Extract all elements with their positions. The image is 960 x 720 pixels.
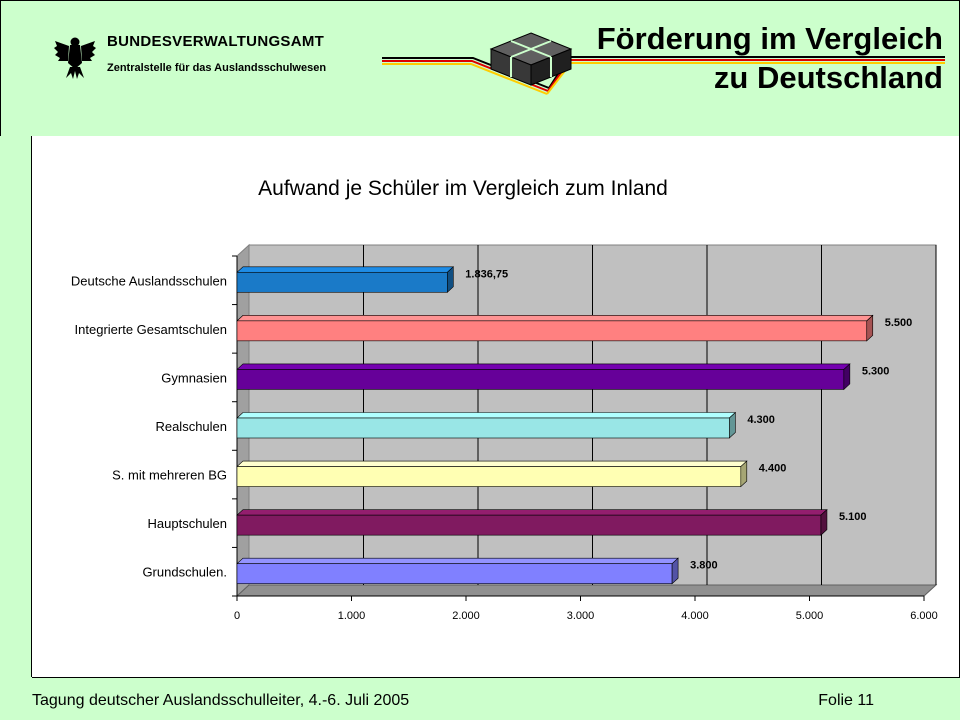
chart-panel: Aufwand je Schüler im Vergleich zum Inla…	[32, 136, 960, 678]
slide-title: Förderung im Vergleich zu Deutschland	[597, 19, 943, 97]
bar-end-face	[729, 411, 736, 439]
plot-floor	[235, 584, 938, 597]
value-label: 5.300	[862, 365, 890, 377]
bar-top-face	[236, 315, 874, 322]
bar-end-face	[866, 314, 874, 342]
category-label: Deutsche Auslandsschulen	[71, 273, 227, 288]
bar	[236, 320, 868, 342]
agency-subtitle: Zentralstelle für das Auslandsschulwesen	[107, 62, 327, 74]
x-tick-label: 4.000	[681, 610, 709, 622]
bar-top-face	[236, 412, 737, 419]
bar-top-face	[236, 460, 748, 467]
category-label: Realschulen	[155, 419, 227, 434]
chart-title: Aufwand je Schüler im Vergleich zum Inla…	[258, 177, 668, 200]
bar	[236, 271, 448, 293]
x-tick-label: 1.000	[338, 610, 366, 622]
bar	[236, 369, 845, 390]
bar-end-face	[671, 557, 679, 585]
x-tick-label: 6.000	[910, 610, 938, 622]
x-tick-label: 5.000	[796, 610, 824, 622]
slide-footer: Tagung deutscher Auslandsschulleiter, 4.…	[0, 678, 960, 720]
bar	[236, 417, 730, 439]
footer-slide-number: Folie 11	[818, 692, 874, 709]
value-label: 5.500	[885, 317, 913, 329]
value-label: 1.836,75	[465, 268, 508, 280]
slide-header: BUNDESVERWALTUNGSAMT Zentralstelle für d…	[0, 0, 960, 137]
bar-chart: Aufwand je Schüler im Vergleich zum Inla…	[71, 177, 938, 622]
footer-event: Tagung deutscher Auslandsschulleiter, 4.…	[32, 692, 410, 709]
bar-end-face	[447, 266, 454, 293]
value-label: 4.400	[759, 463, 787, 475]
category-label: Grundschulen.	[142, 565, 227, 580]
bar-end-face	[843, 363, 851, 391]
bar	[236, 563, 673, 585]
federal-eagle-icon	[54, 37, 96, 79]
category-label: Gymnasien	[161, 370, 227, 385]
bar	[236, 514, 822, 536]
value-label: 4.300	[747, 414, 775, 426]
x-tick-label: 0	[234, 610, 240, 622]
bar-top-face	[236, 509, 828, 516]
bar-top-face	[236, 363, 851, 370]
bar	[236, 466, 742, 487]
category-label: Integrierte Gesamtschulen	[75, 322, 227, 337]
slide-title-line2: zu Deutschland	[713, 60, 943, 95]
x-tick-label: 3.000	[567, 610, 595, 622]
bar-top-face	[236, 266, 455, 273]
cube-logo-icon	[489, 32, 573, 86]
bar-top-face	[236, 557, 679, 565]
left-margin-strip	[0, 136, 32, 677]
bar-end-face	[740, 460, 748, 488]
slide-title-line1: Förderung im Vergleich	[596, 21, 943, 56]
value-label: 5.100	[839, 511, 867, 523]
category-label: Hauptschulen	[148, 516, 228, 531]
value-label: 3.800	[690, 560, 718, 572]
agency-name: BUNDESVERWALTUNGSAMT	[107, 33, 325, 50]
x-tick-label: 2.000	[452, 610, 480, 622]
category-label: S. mit mehreren BG	[112, 468, 227, 483]
bar-end-face	[820, 508, 828, 536]
